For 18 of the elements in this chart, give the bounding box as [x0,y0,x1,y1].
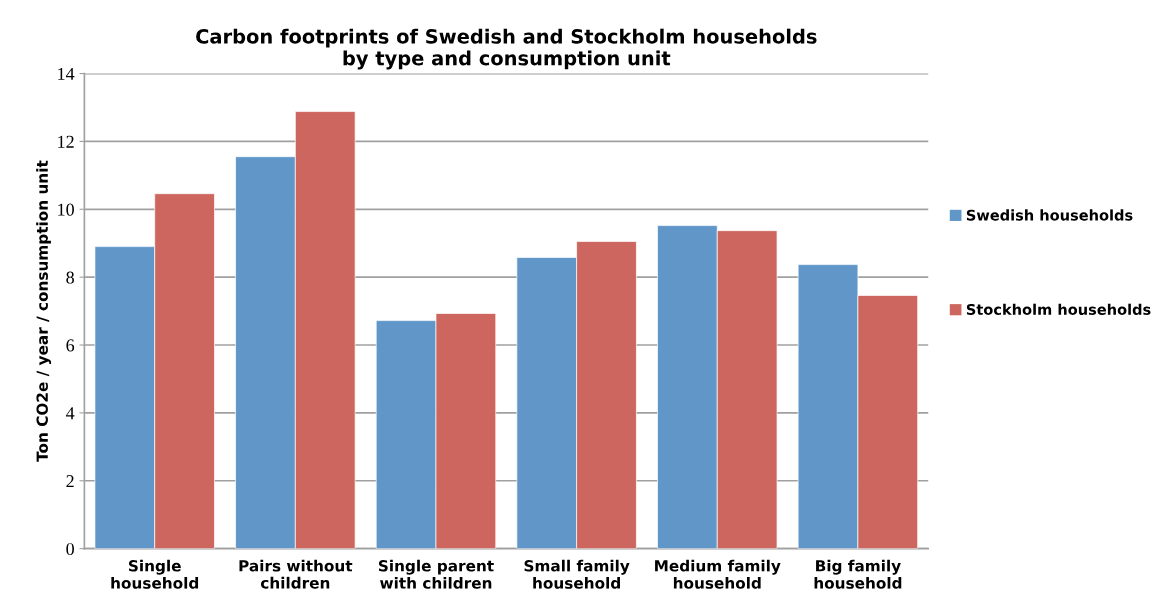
y-tick-label: 14 [58,67,75,80]
y-tick-label: 6 [66,339,75,352]
y-tick-label: 12 [58,135,74,148]
x-tick-label: Single parent with children [378,559,494,589]
y-axis-title: Ton CO2e / year / consumption unit [36,160,52,462]
x-tick-label: Small family household [524,559,630,589]
x-tick-label: Medium family household [655,559,781,589]
chart-title: Carbon footprints of Swedish and Stockholm households by type and consumption unit [196,28,817,70]
legend-label: Swedish households [966,209,1133,221]
legend-label: Stockholm households [966,303,1151,315]
y-tick-label: 10 [58,203,74,216]
y-tick-label: 0 [66,542,74,556]
x-tick-label: Single household [111,559,199,589]
y-tick-label: 2 [66,475,74,488]
x-tick-label: Pairs without children [239,559,353,589]
y-tick-label: 8 [66,271,74,284]
x-tick-label: Big family household [814,559,902,589]
y-tick-label: 4 [65,407,75,420]
